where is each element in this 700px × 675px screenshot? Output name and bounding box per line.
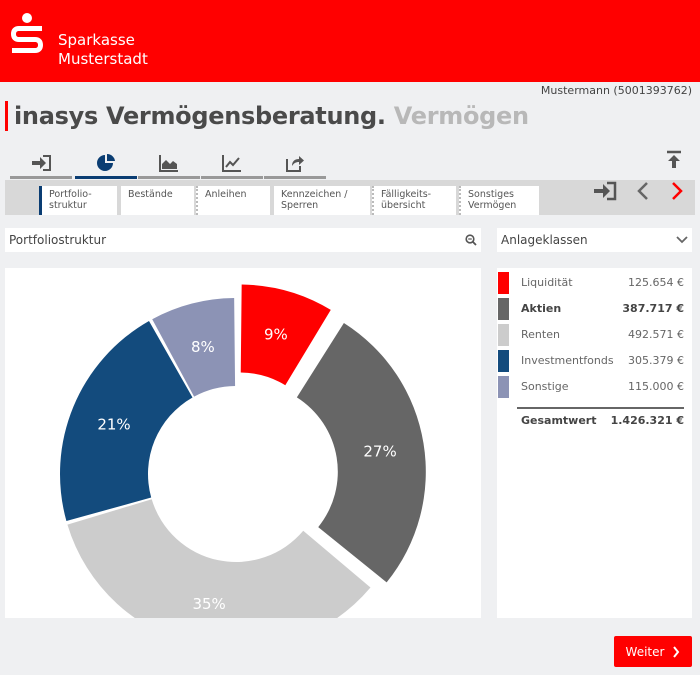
page-title-sub: Vermögen bbox=[393, 102, 529, 130]
subtab-sonstiges[interactable]: Sonstiges Vermögen bbox=[459, 186, 539, 215]
pie-slice-investmentfonds[interactable] bbox=[60, 321, 193, 522]
brand-line2: Musterstadt bbox=[58, 50, 148, 68]
legend-swatch bbox=[498, 272, 509, 294]
chevron-right-icon bbox=[673, 645, 680, 658]
sub-tab-bar: Portfolio-struktur Bestände Anleihen Ken… bbox=[5, 180, 695, 215]
user-label: Mustermann (5001393762) bbox=[540, 84, 692, 97]
login-arrow-icon bbox=[32, 155, 51, 171]
legend-panel: Liquidität 125.654 € Aktien 387.717 € Renten… bbox=[497, 268, 692, 618]
legend-swatch bbox=[498, 350, 509, 372]
slice-label: 27% bbox=[363, 442, 396, 460]
legend-label: Sonstige bbox=[521, 380, 569, 393]
legend-value: 115.000 € bbox=[628, 380, 684, 393]
subtab-bestaende[interactable]: Bestände bbox=[121, 186, 194, 215]
legend-swatch bbox=[498, 298, 509, 320]
subtab-label: Sperren bbox=[281, 200, 319, 211]
portfoliostruktur-heading: Portfoliostruktur bbox=[5, 228, 481, 252]
subtab-portfoliostruktur[interactable]: Portfolio-struktur bbox=[39, 186, 117, 215]
total-value: 1.426.321 € bbox=[610, 414, 684, 427]
sparkasse-logo-icon bbox=[11, 13, 43, 53]
subtab-label: Portfolio- bbox=[49, 189, 92, 200]
subtab-label: Bestände bbox=[128, 189, 173, 200]
legend-item[interactable]: Sonstige 115.000 € bbox=[497, 376, 692, 398]
slice-label: 35% bbox=[192, 595, 225, 613]
tab-line-chart[interactable] bbox=[201, 147, 263, 179]
upload-icon[interactable] bbox=[664, 150, 684, 170]
pie-slice-aktien[interactable] bbox=[296, 322, 426, 583]
panel-title: Portfoliostruktur bbox=[9, 233, 107, 247]
legend-swatch bbox=[498, 324, 509, 346]
share-icon bbox=[286, 156, 304, 172]
zoom-icon[interactable] bbox=[465, 234, 477, 246]
slice-label: 21% bbox=[97, 416, 130, 434]
slice-label: 9% bbox=[264, 326, 288, 344]
legend-item[interactable]: Liquidität 125.654 € bbox=[497, 272, 692, 294]
tab-share[interactable] bbox=[264, 147, 326, 179]
icon-tab-bar bbox=[10, 147, 330, 179]
page-title: inasys Vermögensberatung. Vermögen bbox=[14, 101, 529, 131]
subtab-kennzeichen[interactable]: Kennzeichen / Sperren bbox=[274, 186, 370, 215]
tab-login[interactable] bbox=[10, 147, 72, 179]
title-accent bbox=[5, 101, 8, 131]
subtab-label: Vermögen bbox=[468, 200, 517, 211]
legend-label: Liquidität bbox=[521, 276, 573, 289]
chevron-right-icon[interactable] bbox=[670, 181, 684, 201]
enter-icon[interactable] bbox=[593, 181, 617, 201]
dropdown-value: Anlageklassen bbox=[501, 233, 588, 247]
brand-name: Sparkasse Musterstadt bbox=[58, 31, 148, 69]
chart-panel: 9% 27% 35% 21% 8% bbox=[5, 268, 481, 651]
legend-value: 387.717 € bbox=[622, 302, 684, 315]
legend-item[interactable]: Aktien 387.717 € bbox=[497, 298, 692, 320]
legend-swatch bbox=[498, 376, 509, 398]
subtab-label: Kennzeichen / bbox=[281, 189, 348, 200]
pie-slice-renten[interactable] bbox=[67, 499, 371, 651]
total-label: Gesamtwert bbox=[521, 414, 597, 427]
tab-area-chart[interactable] bbox=[138, 147, 200, 179]
legend-label: Aktien bbox=[521, 302, 562, 315]
chevron-left-icon[interactable] bbox=[636, 181, 650, 201]
legend-divider bbox=[517, 407, 684, 409]
legend-item[interactable]: Renten 492.571 € bbox=[497, 324, 692, 346]
subtab-label: übersicht bbox=[381, 200, 426, 211]
pie-chart-icon bbox=[97, 154, 115, 171]
subtab-label: struktur bbox=[49, 200, 87, 211]
page-title-main: inasys Vermögensberatung. bbox=[14, 102, 386, 130]
brand-line1: Sparkasse bbox=[58, 31, 135, 49]
weiter-label: Weiter bbox=[625, 644, 665, 659]
anlageklassen-dropdown[interactable]: Anlageklassen bbox=[497, 228, 692, 252]
weiter-button[interactable]: Weiter bbox=[614, 636, 692, 667]
tab-pie-chart[interactable] bbox=[75, 147, 137, 179]
subtab-label: Anleihen bbox=[205, 189, 247, 200]
subtab-label: Sonstiges bbox=[468, 189, 515, 200]
legend-label: Renten bbox=[521, 328, 560, 341]
legend-label: Investmentfonds bbox=[521, 354, 614, 367]
legend-value: 305.379 € bbox=[628, 354, 684, 367]
legend-value: 125.654 € bbox=[628, 276, 684, 289]
subtab-anleihen[interactable]: Anleihen bbox=[196, 186, 270, 215]
legend-value: 492.571 € bbox=[628, 328, 684, 341]
legend-item[interactable]: Investmentfonds 305.379 € bbox=[497, 350, 692, 372]
chevron-down-icon bbox=[676, 236, 688, 244]
pie-slice-liquidität[interactable] bbox=[240, 284, 331, 386]
subtab-faelligkeiten[interactable]: Fälligkeits-übersicht bbox=[372, 186, 456, 215]
subtab-label: Fälligkeits- bbox=[381, 189, 432, 200]
slice-label: 8% bbox=[191, 338, 215, 356]
pie-slice-sonstige[interactable] bbox=[152, 298, 236, 397]
area-chart-icon bbox=[159, 155, 178, 172]
line-chart-icon bbox=[222, 155, 241, 172]
donut-chart: 9% 27% 35% 21% 8% bbox=[60, 284, 426, 651]
app-header: Sparkasse Musterstadt bbox=[0, 0, 700, 82]
